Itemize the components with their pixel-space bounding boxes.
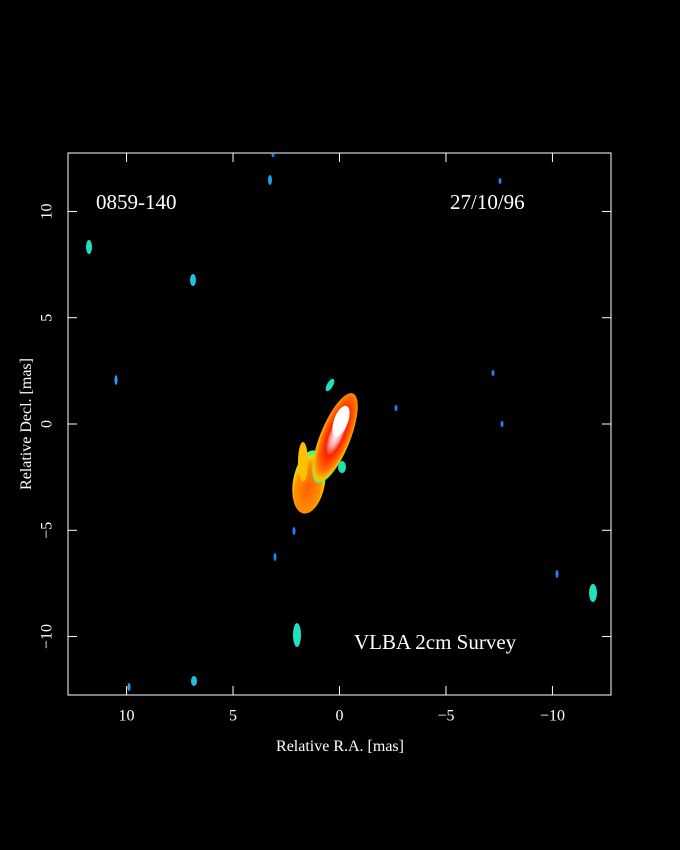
survey-label: VLBA 2cm Survey [354, 630, 517, 654]
y-tick-label: 10 [39, 203, 56, 219]
y-tick-label: −5 [39, 522, 56, 539]
source-name: 0859-140 [96, 190, 177, 214]
y-tick-label: 0 [39, 420, 56, 428]
x-tick-label: −5 [437, 708, 454, 725]
epoch: 27/10/96 [450, 190, 525, 214]
y-axis-label: Relative Decl. [mas] [18, 358, 35, 490]
x-tick-label: −10 [540, 708, 565, 725]
x-tick-label: 10 [119, 708, 135, 725]
y-tick-label: 5 [39, 314, 56, 322]
x-axis-label: Relative R.A. [mas] [276, 738, 404, 755]
x-tick-label: 0 [336, 708, 344, 725]
source-image [86, 153, 597, 691]
y-tick-label: −10 [39, 624, 56, 649]
x-tick-label: 5 [229, 708, 237, 725]
